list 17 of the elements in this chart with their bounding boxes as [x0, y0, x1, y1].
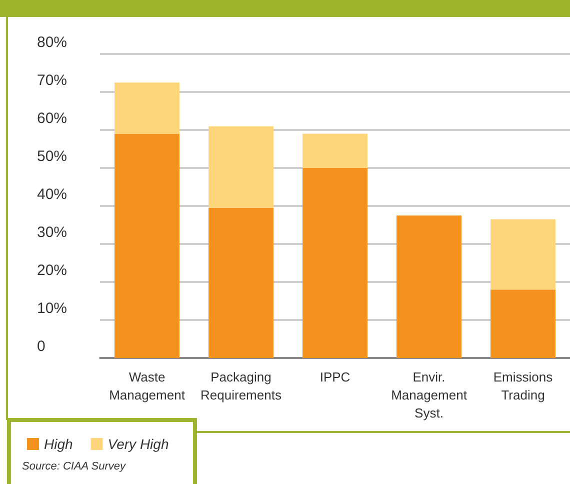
legend-label: Very High	[108, 436, 169, 452]
x-tick-label: Packaging Requirements	[200, 370, 282, 402]
x-tick-label: Envir. Management Syst.	[391, 370, 468, 420]
y-tick-label: 30%	[37, 224, 68, 241]
y-tick-label: 70%	[37, 72, 68, 89]
legend-label: High	[44, 436, 74, 452]
y-tick-label: 40%	[37, 186, 68, 203]
y-tick-label: 20%	[37, 262, 68, 279]
y-tick-label: 80%	[37, 34, 68, 51]
source-note: Source: CIAA Survey	[22, 460, 128, 472]
y-tick-label: 10%	[37, 300, 68, 317]
x-tick-label: Waste Management	[109, 370, 186, 402]
x-tick-label: Emissions Trading	[493, 370, 554, 402]
x-tick-label: IPPC	[320, 370, 350, 384]
y-tick-label: 0	[37, 338, 46, 355]
y-tick-label: 60%	[37, 110, 68, 127]
y-tick-label: 50%	[37, 148, 68, 165]
